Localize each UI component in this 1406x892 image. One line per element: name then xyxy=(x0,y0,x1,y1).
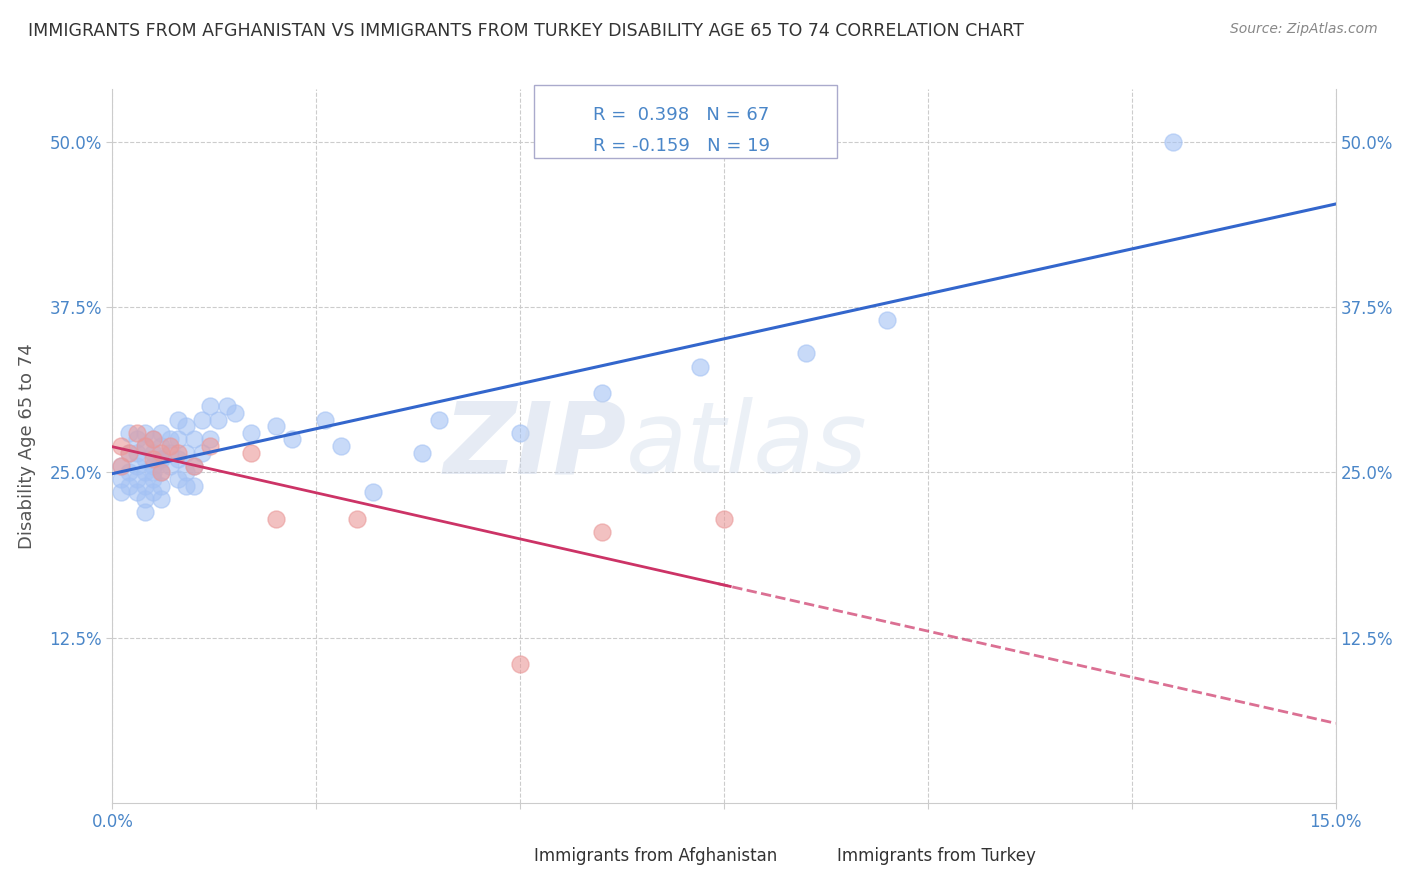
Point xyxy=(134,491,156,506)
Point xyxy=(110,458,132,473)
Point xyxy=(159,433,181,447)
Point xyxy=(191,412,214,426)
Point xyxy=(200,400,222,414)
Point xyxy=(591,524,613,539)
Point xyxy=(591,386,613,401)
Point xyxy=(159,458,181,473)
Text: Immigrants from Turkey: Immigrants from Turkey xyxy=(837,847,1035,865)
Point xyxy=(125,458,148,473)
Point xyxy=(134,478,156,492)
Point xyxy=(240,445,263,459)
Point xyxy=(264,419,287,434)
Point xyxy=(125,433,148,447)
Point xyxy=(509,657,531,671)
Point xyxy=(125,445,148,459)
Text: Source: ZipAtlas.com: Source: ZipAtlas.com xyxy=(1230,22,1378,37)
Point xyxy=(150,466,173,480)
Point xyxy=(134,439,156,453)
Point xyxy=(264,511,287,525)
Text: atlas: atlas xyxy=(626,398,868,494)
Point xyxy=(142,472,165,486)
Point xyxy=(134,466,156,480)
Point xyxy=(142,433,165,447)
Point xyxy=(346,511,368,525)
Point xyxy=(142,445,165,459)
Point xyxy=(240,425,263,440)
Point xyxy=(183,458,205,473)
Point xyxy=(150,478,173,492)
Point xyxy=(118,445,141,459)
Point xyxy=(166,412,188,426)
Point xyxy=(134,505,156,519)
Point xyxy=(125,425,148,440)
Point xyxy=(427,412,450,426)
Point xyxy=(125,485,148,500)
Point xyxy=(183,478,205,492)
Point xyxy=(134,425,156,440)
Point xyxy=(142,458,165,473)
Text: R = -0.159   N = 19: R = -0.159 N = 19 xyxy=(593,137,770,155)
Point xyxy=(183,433,205,447)
Point xyxy=(125,472,148,486)
Point xyxy=(118,425,141,440)
Text: Immigrants from Afghanistan: Immigrants from Afghanistan xyxy=(534,847,778,865)
Point xyxy=(150,491,173,506)
Point xyxy=(509,425,531,440)
Point xyxy=(134,439,156,453)
Text: IMMIGRANTS FROM AFGHANISTAN VS IMMIGRANTS FROM TURKEY DISABILITY AGE 65 TO 74 CO: IMMIGRANTS FROM AFGHANISTAN VS IMMIGRANT… xyxy=(28,22,1024,40)
Point xyxy=(134,452,156,467)
Point xyxy=(200,439,222,453)
Point xyxy=(794,346,817,360)
Point xyxy=(174,445,197,459)
Point xyxy=(142,433,165,447)
Point xyxy=(207,412,229,426)
Point xyxy=(150,466,173,480)
Point xyxy=(142,485,165,500)
Point xyxy=(159,439,181,453)
Point xyxy=(159,445,181,459)
Point xyxy=(314,412,336,426)
Point xyxy=(363,485,385,500)
Point xyxy=(118,466,141,480)
Point xyxy=(142,452,165,467)
Point xyxy=(281,433,304,447)
Point xyxy=(174,466,197,480)
Point xyxy=(224,406,246,420)
Point xyxy=(174,419,197,434)
Point xyxy=(166,472,188,486)
Point xyxy=(142,466,165,480)
Point xyxy=(411,445,433,459)
Point xyxy=(110,458,132,473)
Point xyxy=(174,478,197,492)
Point xyxy=(200,433,222,447)
Point xyxy=(166,445,188,459)
Point xyxy=(150,439,173,453)
Point xyxy=(110,472,132,486)
Point xyxy=(183,458,205,473)
Point xyxy=(150,452,173,467)
Point xyxy=(150,425,173,440)
Y-axis label: Disability Age 65 to 74: Disability Age 65 to 74 xyxy=(17,343,35,549)
Point xyxy=(110,439,132,453)
Point xyxy=(329,439,352,453)
Point xyxy=(166,452,188,467)
Point xyxy=(166,433,188,447)
Point xyxy=(689,359,711,374)
Point xyxy=(215,400,238,414)
Point xyxy=(150,445,173,459)
Point xyxy=(876,313,898,327)
Point xyxy=(191,445,214,459)
Point xyxy=(118,445,141,459)
Point xyxy=(713,511,735,525)
Point xyxy=(150,452,173,467)
Point xyxy=(1161,135,1184,149)
Point xyxy=(110,485,132,500)
Text: R =  0.398   N = 67: R = 0.398 N = 67 xyxy=(593,106,769,124)
Point xyxy=(118,478,141,492)
Text: ZIP: ZIP xyxy=(443,398,626,494)
